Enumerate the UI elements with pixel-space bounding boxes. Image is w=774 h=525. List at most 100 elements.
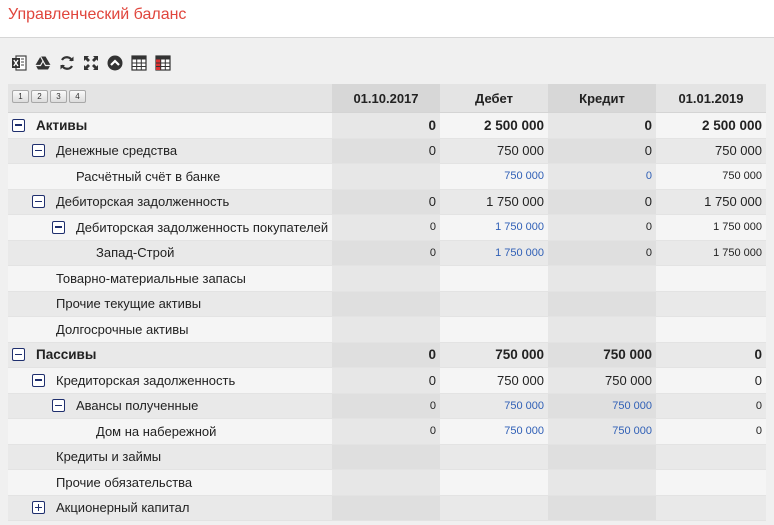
value-debit: 1 750 000 <box>486 194 544 210</box>
level-4-button[interactable]: 4 <box>69 90 86 103</box>
value-end <box>656 317 766 342</box>
excel-icon[interactable] <box>10 54 28 72</box>
value-start <box>332 266 440 291</box>
value-credit: 750 000 <box>548 368 656 393</box>
value-debit <box>440 470 548 495</box>
refresh-icon[interactable] <box>58 54 76 72</box>
table-header: 1 2 3 4 01.10.2017 Дебет Кредит 01.01.20… <box>8 84 766 113</box>
value-debit[interactable]: 1 750 000 <box>495 246 544 259</box>
value-end: 0 <box>754 347 762 363</box>
collapse-icon[interactable] <box>32 144 45 158</box>
value-start <box>332 164 440 189</box>
value-credit: 750 000 <box>548 342 656 367</box>
level-1-button[interactable]: 1 <box>12 90 29 103</box>
table-row: Расчётный счёт в банке 750 000 0 750 000 <box>8 164 766 190</box>
value-start: 0 <box>332 419 440 444</box>
row-label: Акционерный капитал <box>56 500 190 516</box>
page-title: Управленческий баланс <box>8 6 187 23</box>
page-header: Управленческий баланс <box>0 0 774 38</box>
expand-icon[interactable] <box>32 501 45 515</box>
column-header-start[interactable]: 01.10.2017 <box>332 84 440 112</box>
google-drive-icon[interactable] <box>34 54 52 72</box>
collapse-icon[interactable] <box>32 373 45 387</box>
value-debit[interactable]: 750 000 <box>504 170 544 183</box>
collapse-icon[interactable] <box>12 348 25 362</box>
value-credit[interactable]: 0 <box>548 164 656 189</box>
row-label: Денежные средства <box>56 143 178 159</box>
value-debit[interactable]: 1 750 000 <box>495 221 544 234</box>
column-header-credit[interactable]: Кредит <box>548 84 656 112</box>
collapse-icon[interactable] <box>32 195 45 209</box>
value-credit <box>548 444 656 469</box>
table-row: Прочие обязательства <box>8 470 766 496</box>
value-debit[interactable]: 750 000 <box>504 425 544 438</box>
value-end: 0 <box>755 399 762 412</box>
table-row: Дебиторская задолженность покупателей 0 1 … <box>8 215 766 241</box>
value-debit[interactable]: 750 000 <box>504 399 544 412</box>
table-row: Долгосрочные активы <box>8 317 766 343</box>
value-debit <box>440 496 548 521</box>
row-label: Дебиторская задолженность <box>56 194 230 210</box>
value-end: 0 <box>754 372 762 388</box>
value-credit[interactable]: 750 000 <box>548 419 656 444</box>
value-credit: 0 <box>548 240 656 265</box>
row-label: Авансы полученные <box>76 398 199 414</box>
row-label: Расчётный счёт в банке <box>76 168 221 184</box>
value-end: 0 <box>755 425 762 438</box>
value-start: 0 <box>332 393 440 418</box>
value-start: 0 <box>332 215 440 240</box>
value-debit <box>440 266 548 291</box>
report-panel: 1 2 3 4 01.10.2017 Дебет Кредит 01.01.20… <box>0 38 774 525</box>
value-debit <box>440 292 548 317</box>
value-credit <box>548 470 656 495</box>
value-start <box>332 291 440 316</box>
level-2-button[interactable]: 2 <box>31 90 48 103</box>
table-red-icon[interactable] <box>154 54 172 72</box>
value-end: 1 750 000 <box>713 246 762 259</box>
value-start: 0 <box>332 368 440 393</box>
row-label: Кредиты и займы <box>56 449 162 465</box>
value-credit: 0 <box>548 189 656 214</box>
value-credit <box>548 291 656 316</box>
row-label: Дебиторская задолженность покупателей <box>76 219 329 235</box>
column-header-debit[interactable]: Дебет <box>475 90 513 106</box>
row-label: Долгосрочные активы <box>56 321 189 337</box>
collapse-icon[interactable] <box>52 399 65 413</box>
value-start: 0 <box>332 113 440 138</box>
value-end <box>656 445 766 470</box>
value-start <box>332 470 440 495</box>
value-credit: 0 <box>548 113 656 138</box>
table-row: Товарно-материальные запасы <box>8 266 766 292</box>
table-row: Запад-Строй 0 1 750 000 0 1 750 000 <box>8 240 766 266</box>
collapse-up-icon[interactable] <box>106 54 124 72</box>
row-label: Пассивы <box>36 347 97 363</box>
table-row: Акционерный капитал <box>8 495 766 521</box>
collapse-icon[interactable] <box>52 220 65 234</box>
value-end <box>656 292 766 317</box>
fullscreen-icon[interactable] <box>82 54 100 72</box>
column-header-end[interactable]: 01.01.2019 <box>678 90 744 106</box>
value-end: 750 000 <box>722 170 762 183</box>
level-3-button[interactable]: 3 <box>50 90 67 103</box>
table-body: Активы 0 2 500 000 0 2 500 000 Денежные средс… <box>8 113 766 521</box>
value-credit <box>548 317 656 342</box>
table-row: Кредиты и займы <box>8 444 766 470</box>
table-row: Дебиторская задолженность 0 1 750 000 0 1 75… <box>8 189 766 215</box>
row-label: Запад-Строй <box>96 245 175 261</box>
collapse-icon[interactable] <box>12 118 25 132</box>
row-label: Активы <box>36 117 88 133</box>
row-label: Кредиторская задолженность <box>56 372 236 388</box>
value-start <box>332 444 440 469</box>
value-end <box>656 496 766 521</box>
value-debit: 2 500 000 <box>483 117 544 133</box>
table-icon[interactable] <box>130 54 148 72</box>
value-credit[interactable]: 750 000 <box>548 393 656 418</box>
row-label: Дом на набережной <box>96 423 217 439</box>
value-end: 1 750 000 <box>704 194 762 210</box>
value-start: 0 <box>332 342 440 367</box>
value-end <box>656 470 766 495</box>
table-row: Кредиторская задолженность 0 750 000 750 00… <box>8 368 766 394</box>
value-end: 2 500 000 <box>701 117 762 133</box>
value-end: 750 000 <box>715 143 762 159</box>
table-row: Денежные средства 0 750 000 0 750 000 <box>8 138 766 164</box>
